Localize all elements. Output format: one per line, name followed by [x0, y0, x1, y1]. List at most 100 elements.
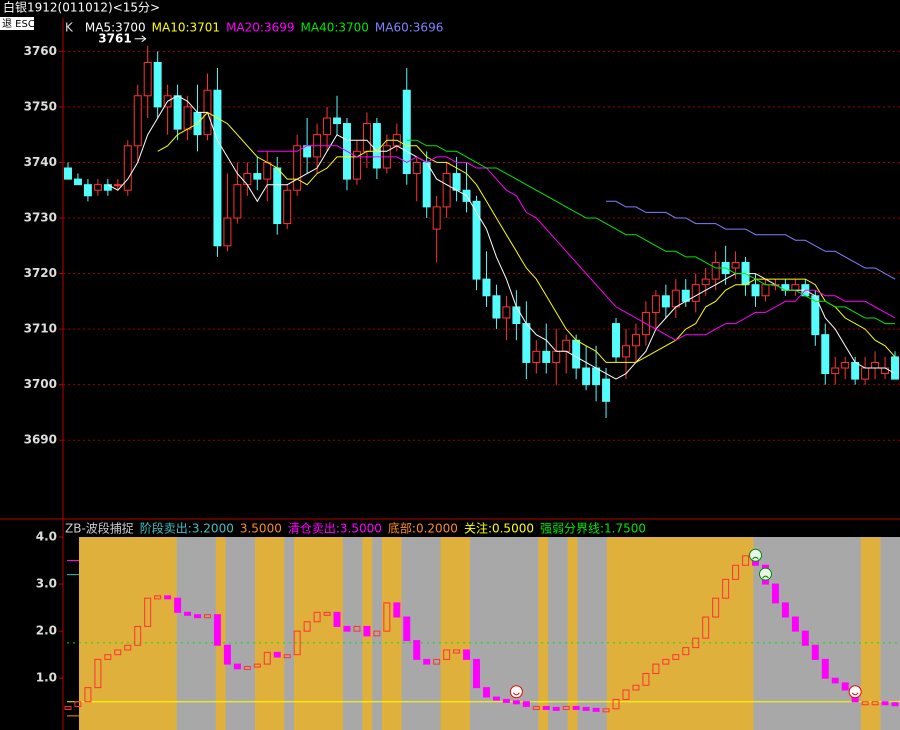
indicator-bar	[542, 705, 550, 710]
indicator-bar	[652, 663, 660, 675]
legend-item: MA40:3700	[301, 21, 369, 35]
y-tick-label: 3760	[24, 44, 57, 58]
ma-line	[406, 139, 895, 325]
indicator-bar	[184, 611, 192, 616]
phase-band	[333, 537, 344, 730]
esc-label[interactable]: 退 ESC	[2, 18, 35, 30]
candle-body	[333, 117, 342, 125]
indicator-bar	[164, 595, 172, 600]
candle-body	[402, 89, 411, 175]
legend-name: 强弱分界线:	[540, 522, 604, 536]
candle-body	[93, 184, 102, 191]
indicator-bar	[821, 658, 829, 679]
y-tick-label: 3700	[24, 377, 57, 391]
high-label: 3761	[98, 31, 131, 45]
phase-band	[509, 537, 520, 730]
indicator-bar	[492, 696, 500, 701]
candle-body	[791, 284, 800, 291]
indicator-bar	[891, 702, 899, 707]
phase-band	[352, 537, 363, 730]
phase-band	[489, 537, 500, 730]
legend-name: 底部:	[388, 521, 416, 536]
phase-band	[323, 537, 334, 730]
candle-body	[173, 95, 182, 130]
candle-body	[512, 306, 521, 325]
indicator-bar	[403, 616, 411, 642]
phase-band	[812, 537, 823, 730]
phase-band	[616, 537, 627, 730]
phase-band	[851, 537, 862, 730]
legend-value: 3.5000	[240, 522, 282, 536]
indicator-bar	[841, 682, 849, 691]
indicator-bar	[801, 630, 809, 646]
phase-band	[724, 537, 735, 730]
indicator-bar	[393, 602, 401, 618]
indicator-bar	[134, 625, 142, 646]
sell-signal	[758, 567, 772, 581]
phase-band	[372, 537, 383, 730]
phase-band	[264, 537, 275, 730]
legend-name: 阶段卖出:	[140, 521, 192, 536]
indicator-bar	[94, 658, 102, 689]
indicator-bar	[124, 644, 132, 651]
y-tick-label: 3720	[24, 266, 57, 280]
esc-button[interactable]	[0, 17, 34, 30]
legend-name: 清仓卖出:	[288, 522, 340, 536]
phase-band	[294, 537, 305, 730]
candle-body	[372, 123, 381, 169]
indicator-bar	[871, 701, 879, 706]
indicator-bar	[273, 651, 281, 658]
phase-band	[870, 537, 881, 730]
candle-body	[273, 167, 282, 225]
phase-band	[166, 537, 178, 730]
buy-signal	[848, 685, 862, 699]
phase-band	[381, 537, 393, 730]
phase-band	[675, 537, 686, 730]
indicator-bar	[84, 687, 92, 703]
phase-band	[411, 537, 422, 730]
indicator-bar	[662, 658, 670, 665]
indicator-bar	[712, 597, 720, 618]
indicator-bar	[482, 687, 490, 698]
candle-body	[751, 284, 760, 297]
indicator-bar	[522, 701, 530, 707]
indicator-bar	[174, 597, 182, 613]
candle-body	[701, 278, 710, 286]
candle-body	[83, 184, 92, 197]
indicator-bar	[811, 644, 819, 660]
legend-name: 关注:	[464, 521, 492, 536]
candle-body	[522, 323, 531, 363]
indicator-title: ZB-波段捕捉	[65, 521, 134, 536]
legend-item: MA20:3699	[226, 21, 294, 35]
indicator-bar	[283, 654, 291, 659]
phase-band	[831, 537, 842, 730]
candle-body	[233, 184, 242, 219]
indicator-bar	[672, 654, 680, 660]
phase-band	[499, 537, 510, 730]
indicator-bar	[243, 665, 251, 670]
indicator-bar	[383, 602, 391, 632]
indicator-bar	[732, 564, 740, 580]
indicator-bar	[562, 705, 570, 710]
y-tick-label: 4.0	[36, 530, 57, 544]
indicator-bar	[453, 649, 461, 654]
y-tick-label: 3740	[24, 155, 57, 169]
instrument-title: 白银1912(011012)<15分>	[3, 0, 160, 15]
indicator-bar	[223, 644, 231, 665]
phase-band	[313, 537, 324, 730]
ma-line	[107, 95, 896, 380]
candle-body	[671, 289, 680, 308]
candle-body	[253, 173, 262, 180]
indicator-bar	[592, 707, 600, 712]
phase-band	[655, 537, 666, 730]
phase-band	[176, 537, 188, 730]
indicator-bar	[612, 698, 620, 710]
phase-band	[636, 537, 647, 730]
y-tick-label: 2.0	[36, 624, 57, 638]
y-tick-label: 3710	[24, 322, 57, 336]
phase-band	[98, 537, 109, 730]
phase-band	[782, 537, 793, 730]
indicator-bar	[74, 701, 82, 707]
phase-band	[186, 537, 197, 730]
